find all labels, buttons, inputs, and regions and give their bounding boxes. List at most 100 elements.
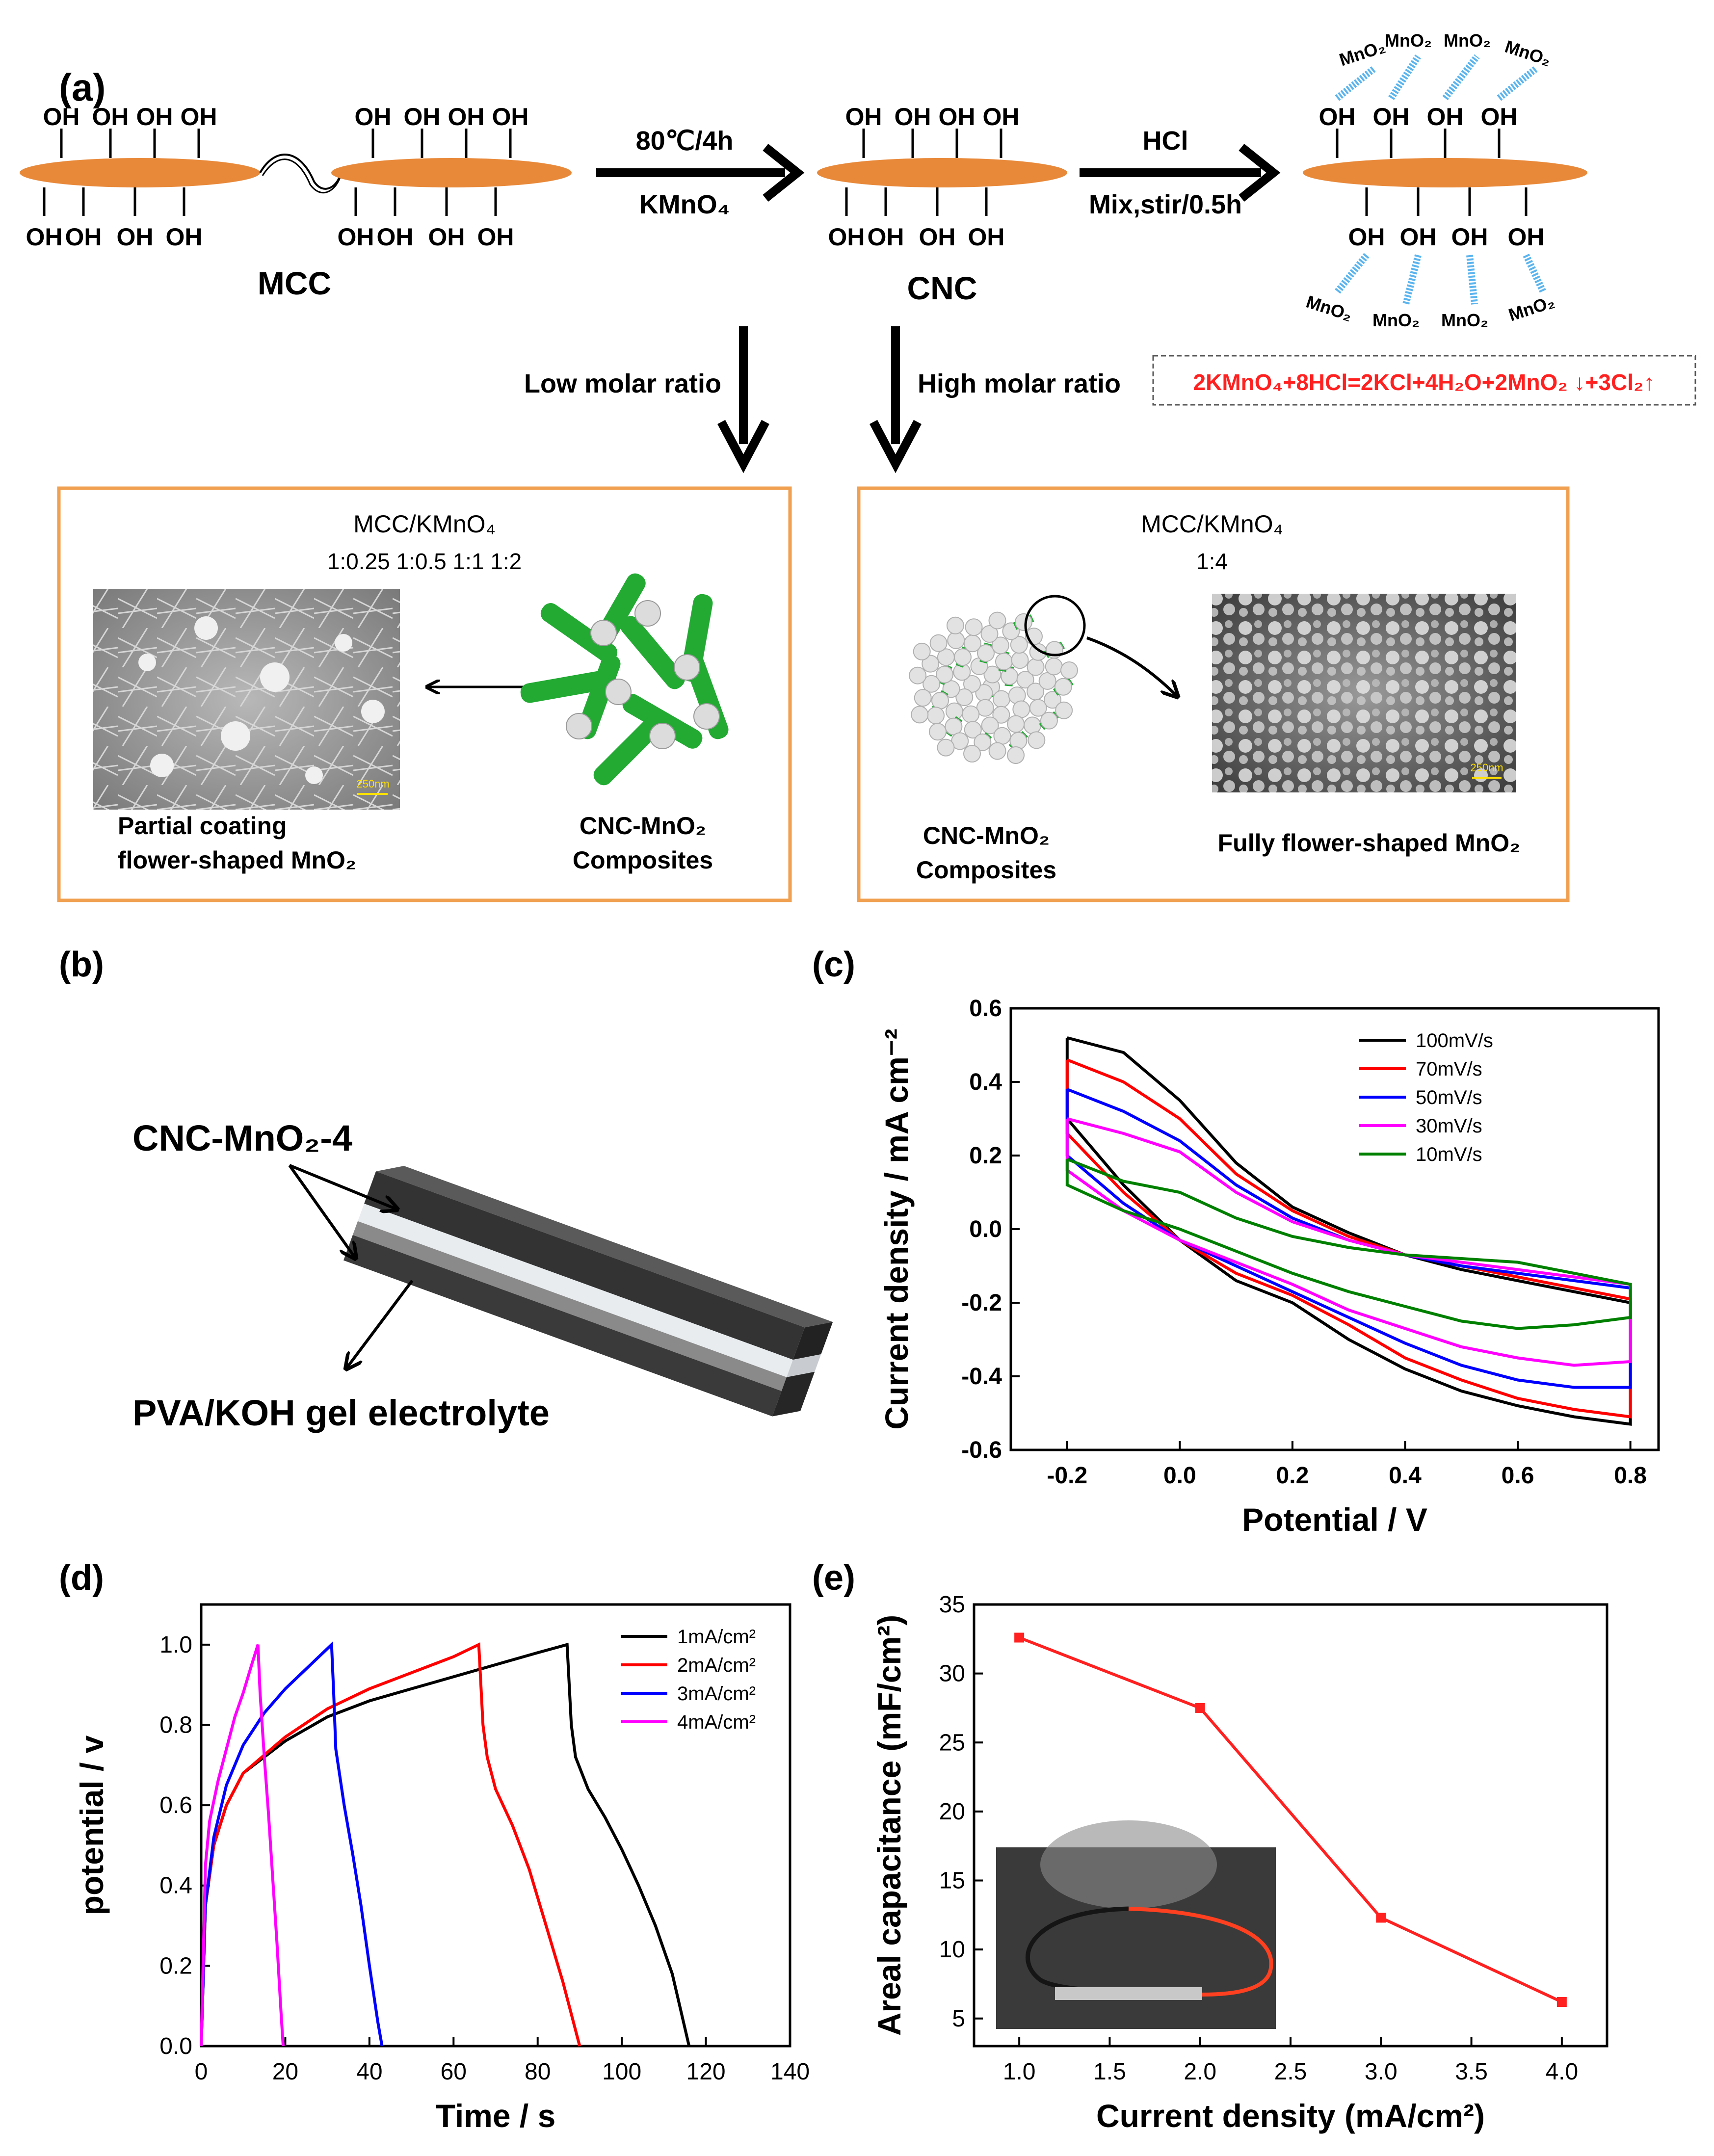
left-composite-line2: Composites xyxy=(573,846,713,874)
cnc-label: CNC xyxy=(907,270,977,306)
zoom-circle xyxy=(1024,595,1086,657)
panel-d-label: (d) xyxy=(59,1558,104,1598)
mno2-flower xyxy=(992,690,1010,708)
left-box-ratios: 1:0.25 1:0.5 1:1 1:2 xyxy=(327,549,522,574)
mno2-bond-bottom xyxy=(1466,255,1478,305)
y-tick-label: 15 xyxy=(939,1868,965,1894)
mno2-flower xyxy=(634,600,661,627)
mno2-flower xyxy=(965,618,983,636)
mno2-flower xyxy=(947,631,965,649)
y-tick-label: 0.6 xyxy=(969,996,1002,1022)
y-axis-label: potential / v xyxy=(74,1735,110,1915)
mno2-flower xyxy=(1044,691,1062,709)
mno2-flower xyxy=(935,665,953,684)
x-tick-label: 0.2 xyxy=(1276,1463,1309,1489)
mno2-label-bottom: MnO₂ xyxy=(1372,310,1420,330)
legend-label: 2mA/cm² xyxy=(677,1655,756,1676)
sem-mno2-particles xyxy=(138,616,385,784)
x-tick-label: 40 xyxy=(356,2059,382,2085)
mno2-label-bottom: MnO₂ xyxy=(1441,310,1488,330)
sem-particle xyxy=(138,654,156,671)
mno2-flower xyxy=(929,634,948,652)
mno2-flower xyxy=(992,706,1010,724)
mno2-flower xyxy=(988,611,1006,630)
oh-group-top: OH xyxy=(1319,103,1356,131)
mno2-bond-top xyxy=(1335,66,1376,101)
legend-label: 4mA/cm² xyxy=(677,1711,756,1733)
cnc-ellipse xyxy=(817,158,1067,187)
y-tick-label: 0.2 xyxy=(969,1143,1002,1169)
series-line-1 xyxy=(200,1642,581,2047)
mno2-flower xyxy=(980,625,999,643)
x-tick-label: 120 xyxy=(686,2059,726,2085)
oh-group-top: OH xyxy=(181,103,217,131)
data-point xyxy=(1376,1913,1386,1923)
oh-group-bottom: OH xyxy=(828,223,865,251)
mno2-flower xyxy=(945,717,963,736)
gel-electrolyte-end xyxy=(787,1354,821,1377)
sem-particle xyxy=(335,634,352,652)
series-line-2 xyxy=(1065,1088,1632,1389)
electrode-arrow-top xyxy=(289,1164,397,1209)
oh-group-bottom: OH xyxy=(65,223,102,251)
left-box-title: MCC/KMnO₄ xyxy=(353,510,496,538)
mno2-bond-bottom xyxy=(1523,254,1547,293)
legend-label: 1mA/cm² xyxy=(677,1626,756,1648)
right-composite-line1: CNC-MnO₂ xyxy=(923,822,1050,849)
high-ratio-arrow-head xyxy=(870,420,922,473)
mno2-flower xyxy=(1045,657,1063,676)
data-point xyxy=(1556,1997,1567,2007)
electrolyte-arrow xyxy=(346,1280,414,1369)
oh-group-bottom: OH xyxy=(26,223,63,251)
mno2-flower xyxy=(913,642,931,660)
sem-particle xyxy=(194,616,218,640)
x-tick-label: 0.8 xyxy=(1614,1463,1647,1489)
x-axis-label: Current density (mA/cm²) xyxy=(1096,2098,1485,2134)
oh-group-top: OH xyxy=(92,103,129,131)
x-tick-label: 4.0 xyxy=(1545,2059,1578,2085)
legend-label: 30mV/s xyxy=(1416,1115,1482,1137)
mno2-flower xyxy=(911,706,929,724)
series-line-4 xyxy=(1065,1157,1632,1330)
mno2-flower xyxy=(914,689,932,707)
mno2-label-top: MnO₂ xyxy=(1503,36,1554,70)
y-tick-label: 0.6 xyxy=(159,1792,192,1818)
series-line-3 xyxy=(1065,1117,1632,1367)
legend-label: 10mV/s xyxy=(1416,1144,1482,1165)
y-tick-label: 25 xyxy=(939,1730,965,1756)
mno2-flower xyxy=(995,653,1013,671)
oh-group-bottom: OH xyxy=(166,223,203,251)
mno2-flower xyxy=(1038,672,1056,690)
y-tick-label: 0.2 xyxy=(159,1953,192,1979)
cnc-rod xyxy=(520,671,608,703)
mno2-bond-top xyxy=(1388,54,1421,100)
mno2-label-top: MnO₂ xyxy=(1337,36,1388,70)
photo-device-strip xyxy=(1055,1987,1202,2000)
top-electrode-end xyxy=(793,1322,833,1360)
oh-group-bottom: OH xyxy=(377,223,414,251)
cnc-rod xyxy=(593,716,663,786)
oh-group-top: OH xyxy=(43,103,80,131)
x-tick-label: 60 xyxy=(441,2059,467,2085)
series-line-0 xyxy=(1065,1036,1632,1426)
sem-particle xyxy=(260,662,290,692)
y-tick-label: -0.4 xyxy=(961,1364,1002,1390)
x-tick-label: 0.4 xyxy=(1389,1463,1422,1489)
sem-flower-texture xyxy=(1212,594,1516,792)
mno2-flower xyxy=(962,705,980,723)
mno2-flower xyxy=(963,745,981,763)
left-caption-line1: Partial coating xyxy=(118,812,287,840)
gel-electrolyte-grey xyxy=(352,1221,787,1391)
gel-electrolyte-layer xyxy=(358,1204,793,1377)
mno2-flower xyxy=(1011,651,1029,669)
mno2-flower xyxy=(983,665,1002,684)
oh-group-bottom: OH xyxy=(338,223,374,251)
x-axis-label: Time / s xyxy=(436,2098,556,2134)
mno2-flower xyxy=(649,723,676,749)
plot-frame xyxy=(200,1603,791,2048)
electrode-arrow-bottom xyxy=(288,1164,356,1259)
